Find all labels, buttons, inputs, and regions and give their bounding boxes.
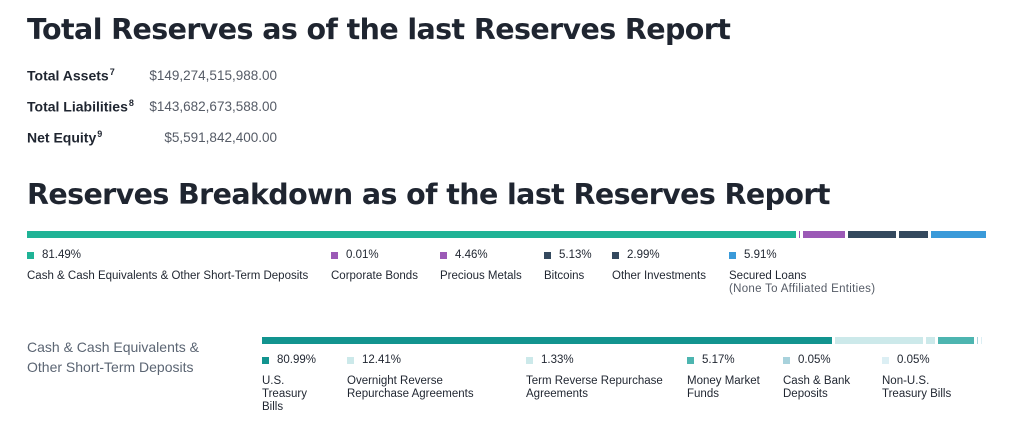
legend-swatch xyxy=(783,356,790,364)
legend-swatch xyxy=(882,356,889,364)
legend-swatch xyxy=(544,251,551,259)
legend-item-cash: 81.49% Cash & Cash Equivalents & Other S… xyxy=(27,249,308,283)
breakdown-bar-segment-corporate-bonds[interactable] xyxy=(799,231,800,238)
cash-bar-segment-non-us-treasury-bills[interactable] xyxy=(980,337,982,344)
legend-item-secured-loans: 5.91% Secured Loans (None To Affiliated … xyxy=(729,249,875,296)
cash-bar-segment-term-reverse-repo[interactable] xyxy=(925,337,935,344)
cash-legend-item-cash-bank-deposits: 0.05% Cash & Bank Deposits xyxy=(783,354,850,401)
legend-swatch xyxy=(27,251,34,259)
total-assets-label: Total Assets7 xyxy=(27,67,115,84)
cash-legend-item-overnight-reverse-repo: 12.41% Overnight Reverse Repurchase Agree… xyxy=(347,354,474,401)
legend-swatch xyxy=(347,356,354,364)
cash-legend-item-term-reverse-repo: 1.33% Term Reverse Repurchase Agreements xyxy=(526,354,663,401)
total-liabilities-label: Total Liabilities8 xyxy=(27,98,134,115)
breakdown-bar-segment-bitcoins[interactable] xyxy=(847,231,897,238)
breakdown-bar-segment-other-investments[interactable] xyxy=(899,231,928,238)
breakdown-bar xyxy=(27,231,987,238)
legend-percent: 4.46% xyxy=(455,249,488,261)
legend-item-precious-metals: 4.46% Precious Metals xyxy=(440,249,522,283)
legend-percent: 80.99% xyxy=(277,354,317,366)
legend-percent: 1.33% xyxy=(541,354,574,366)
legend-label: Cash & Bank Deposits xyxy=(783,375,851,400)
legend-label: Money Market Funds xyxy=(687,375,760,400)
legend-percent: 0.05% xyxy=(798,354,831,366)
total-liabilities-value: $143,682,673,588.00 xyxy=(149,99,277,114)
legend-swatch xyxy=(729,251,736,259)
net-equity-value: $5,591,842,400.00 xyxy=(164,130,277,145)
cash-breakdown-bar xyxy=(262,337,982,344)
legend-percent: 0.05% xyxy=(897,354,930,366)
total-reserves-title: Total Reserves as of the last Reserves R… xyxy=(27,13,731,46)
cash-section-label: Cash & Cash Equivalents & Other Short-Te… xyxy=(27,339,199,375)
legend-percent: 2.99% xyxy=(627,249,660,261)
legend-swatch xyxy=(440,251,447,259)
cash-bar-segment-overnight-reverse-repo[interactable] xyxy=(835,337,923,344)
legend-note: (None To Affiliated Entities) xyxy=(729,283,876,295)
legend-percent: 81.49% xyxy=(42,249,82,261)
legend-percent: 5.17% xyxy=(702,354,735,366)
cash-legend-item-us-treasury-bills: 80.99% U.S. Treasury Bills xyxy=(262,354,316,414)
legend-label: Cash & Cash Equivalents & Other Short-Te… xyxy=(27,270,309,282)
breakdown-bar-segment-secured-loans[interactable] xyxy=(930,231,987,238)
legend-percent: 5.13% xyxy=(559,249,592,261)
legend-label: Other Investments xyxy=(612,270,706,282)
legend-swatch xyxy=(262,356,269,364)
legend-label: Secured Loans xyxy=(729,270,807,282)
legend-percent: 5.91% xyxy=(744,249,777,261)
legend-label: Overnight Reverse Repurchase Agreements xyxy=(347,375,474,400)
cash-legend-item-non-us-treasury-bills: 0.05% Non-U.S. Treasury Bills xyxy=(882,354,951,401)
legend-item-corporate-bonds: 0.01% Corporate Bonds xyxy=(331,249,418,283)
legend-percent: 12.41% xyxy=(362,354,402,366)
legend-label: U.S. Treasury Bills xyxy=(262,375,307,413)
legend-swatch xyxy=(526,356,533,364)
legend-label: Precious Metals xyxy=(440,270,522,282)
cash-legend-item-money-market-funds: 5.17% Money Market Funds xyxy=(687,354,760,401)
cash-bar-segment-money-market-funds[interactable] xyxy=(937,337,975,344)
legend-label: Non-U.S. Treasury Bills xyxy=(882,375,952,400)
legend-label: Corporate Bonds xyxy=(331,270,418,282)
cash-bar-segment-us-treasury-bills[interactable] xyxy=(262,337,833,344)
cash-bar-segment-cash-bank-deposits[interactable] xyxy=(977,337,978,344)
breakdown-bar-segment-precious-metals[interactable] xyxy=(802,231,845,238)
legend-item-bitcoins: 5.13% Bitcoins xyxy=(544,249,592,283)
breakdown-bar-segment-cash[interactable] xyxy=(27,231,797,238)
legend-swatch xyxy=(612,251,619,259)
legend-label: Bitcoins xyxy=(544,270,585,282)
legend-label: Term Reverse Repurchase Agreements xyxy=(526,375,663,400)
reserves-breakdown-title: Reserves Breakdown as of the last Reserv… xyxy=(27,178,830,211)
legend-percent: 0.01% xyxy=(346,249,379,261)
legend-item-other-investments: 2.99% Other Investments xyxy=(612,249,706,283)
legend-swatch xyxy=(687,356,694,364)
legend-swatch xyxy=(331,251,338,259)
total-assets-value: $149,274,515,988.00 xyxy=(149,68,277,83)
net-equity-label: Net Equity9 xyxy=(27,129,103,146)
